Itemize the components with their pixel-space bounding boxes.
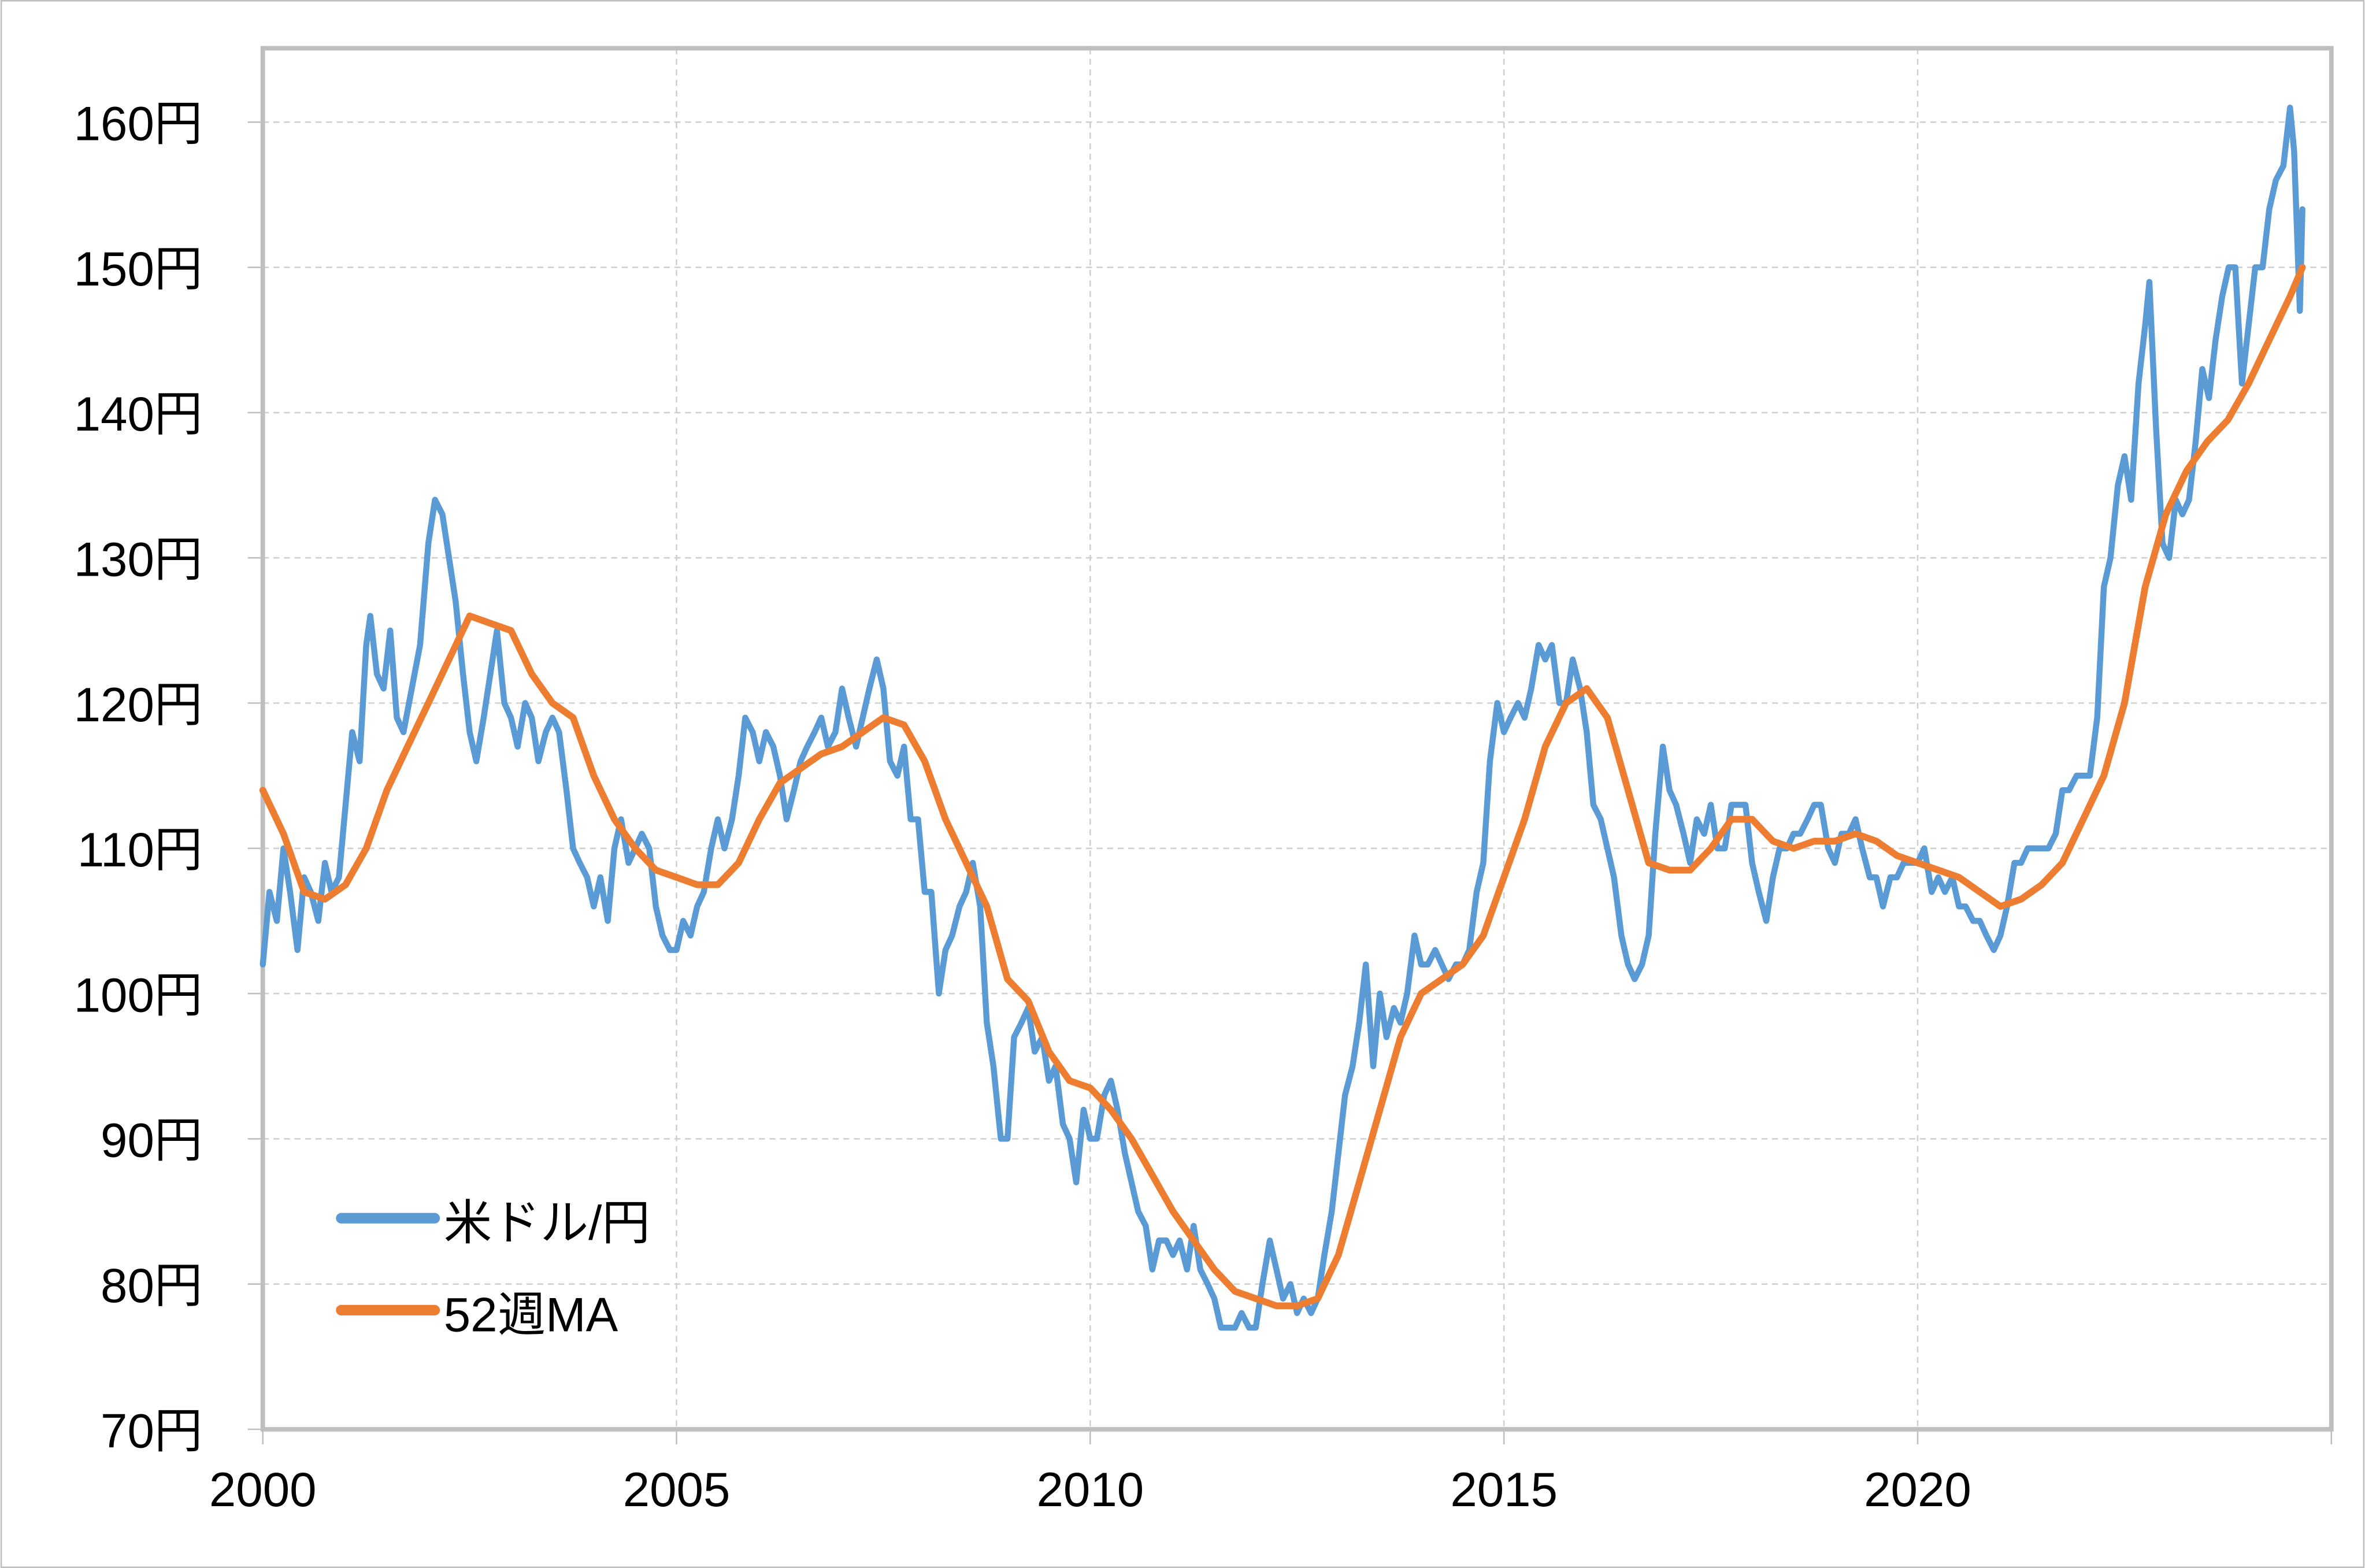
x-axis: 2000 2005 2010 2015 2020 xyxy=(209,1429,2333,1517)
y-tick-label: 70円 xyxy=(101,1403,202,1458)
series-ma52-line xyxy=(259,264,2306,1310)
legend: 米ドル/円 52週MA xyxy=(336,1195,650,1341)
legend-label-ma52: 52週MA xyxy=(444,1287,618,1341)
y-tick-label: 110円 xyxy=(77,822,203,877)
gridlines xyxy=(262,48,2331,1430)
series-usdjpy-line xyxy=(260,105,2305,1331)
legend-label-usdjpy: 米ドル/円 xyxy=(444,1195,650,1250)
y-tick-label: 80円 xyxy=(101,1258,202,1313)
plot-area-border xyxy=(260,46,2334,1432)
x-tick-label: 2010 xyxy=(1037,1462,1144,1517)
series-lines xyxy=(259,105,2306,1331)
y-tick-label: 150円 xyxy=(74,242,203,296)
y-tick-label: 130円 xyxy=(74,532,203,587)
y-tick-label: 140円 xyxy=(74,387,203,441)
y-axis: 70円 80円 90円 100円 110円 120円 130円 140円 150円 160円 xyxy=(74,97,263,1458)
y-tick-label: 100円 xyxy=(74,968,203,1022)
legend-item-ma52: 52週MA xyxy=(336,1287,618,1341)
y-tick-label: 160円 xyxy=(74,97,203,151)
y-tick-label: 90円 xyxy=(101,1113,202,1167)
x-tick-label: 2000 xyxy=(209,1462,317,1517)
x-tick-label: 2005 xyxy=(623,1462,731,1517)
x-tick-label: 2015 xyxy=(1450,1462,1558,1517)
x-tick-label: 2020 xyxy=(1864,1462,1971,1517)
legend-item-usdjpy: 米ドル/円 xyxy=(336,1195,650,1250)
y-tick-label: 120円 xyxy=(74,677,203,732)
